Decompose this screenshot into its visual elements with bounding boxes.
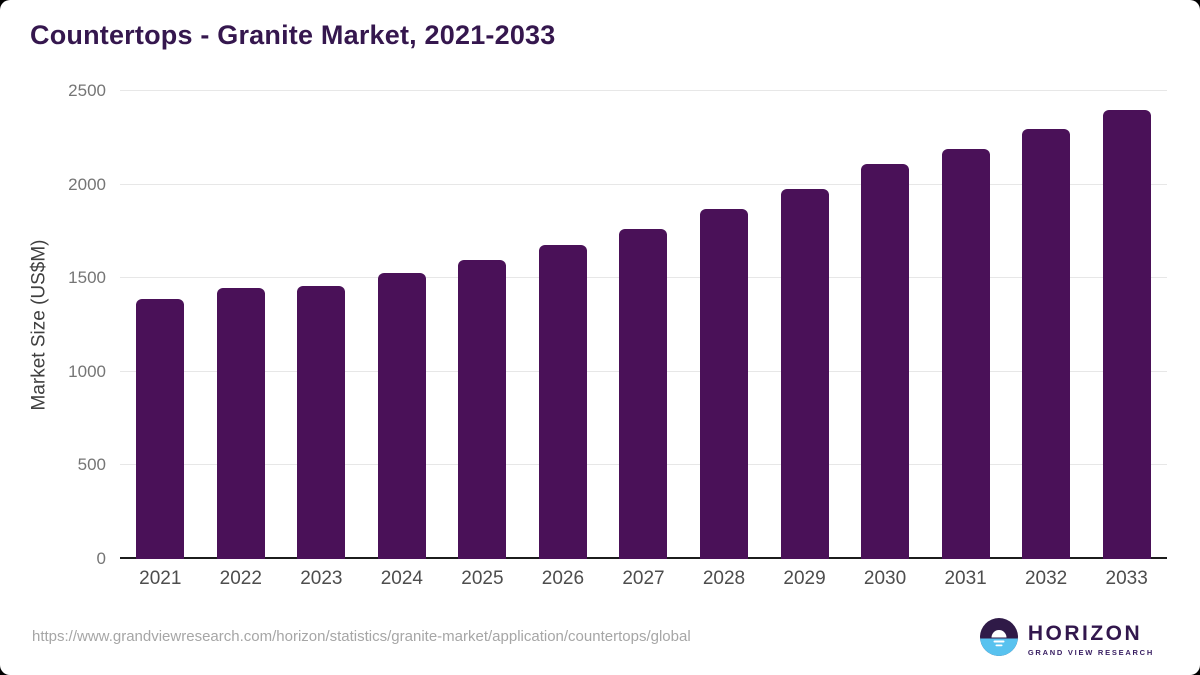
y-tick-label: 500: [77, 455, 106, 475]
bar-series: [120, 91, 1167, 559]
bar-column: [281, 91, 362, 559]
bar-2029: [780, 189, 829, 559]
bar-column: [442, 91, 523, 559]
x-tick-label: 2021: [139, 568, 182, 589]
bar-2025: [458, 260, 507, 559]
horizon-logo-icon: [979, 618, 1018, 661]
bar-2032: [1022, 129, 1071, 559]
bar-2028: [699, 208, 748, 559]
x-tick-label: 2031: [944, 568, 987, 589]
horizon-logo: HORIZON GRAND VIEW RESEARCH: [979, 618, 1154, 661]
x-tick-label: 2023: [300, 568, 343, 589]
y-tick-label: 1000: [68, 361, 106, 381]
x-tick-label: 2033: [1105, 568, 1148, 589]
x-axis-tick-labels: 2021 2022 2023 2024 2025 2026 2027 2028 2029 2030…: [120, 568, 1167, 590]
bar-2031: [941, 149, 990, 559]
y-tick-label: 0: [96, 549, 106, 568]
logo-brand: HORIZON: [1027, 621, 1143, 645]
bar-2026: [538, 245, 587, 559]
bar-2021: [136, 298, 185, 559]
bar-column: [1006, 91, 1087, 559]
bar-column: [603, 91, 684, 559]
bar-column: [764, 91, 845, 559]
y-axis-tick-labels: 0 500 1000 1500 2000 2500: [0, 81, 106, 568]
x-tick-label: 2024: [380, 568, 423, 589]
bar-2022: [216, 287, 265, 559]
x-tick-label: 2026: [541, 568, 585, 589]
plot-area: [120, 90, 1167, 559]
x-tick-label: 2027: [622, 568, 665, 589]
y-tick-label: 1500: [68, 268, 106, 288]
source-url: https://www.grandviewresearch.com/horizo…: [32, 628, 691, 645]
bar-column: [362, 91, 443, 559]
y-tick-label: 2500: [68, 81, 106, 100]
bar-column: [845, 91, 926, 559]
bar-2023: [297, 285, 346, 559]
bar-column: [1086, 91, 1167, 559]
bar-2027: [619, 228, 668, 559]
gridline: [120, 183, 1167, 185]
x-tick-label: 2030: [863, 568, 907, 589]
bar-column: [684, 91, 765, 559]
y-tick-label: 2000: [68, 174, 106, 194]
chart-title: Countertops - Granite Market, 2021-2033: [30, 20, 556, 50]
logo-tagline: GRAND VIEW RESEARCH: [1027, 647, 1154, 657]
x-tick-label: 2025: [461, 568, 504, 589]
bar-column: [925, 91, 1006, 559]
bar-column: [523, 91, 604, 559]
bar-column: [201, 91, 282, 559]
x-tick-label: 2028: [702, 568, 746, 589]
x-tick-label: 2032: [1024, 568, 1068, 589]
x-tick-label: 2029: [783, 568, 826, 589]
bar-column: [120, 91, 201, 559]
bar-2033: [1102, 109, 1151, 559]
gridline: [120, 90, 1167, 91]
bar-2024: [377, 272, 426, 559]
bar-2030: [861, 164, 910, 559]
logo-text: HORIZON GRAND VIEW RESEARCH: [1028, 623, 1154, 657]
x-tick-label: 2022: [219, 568, 262, 589]
